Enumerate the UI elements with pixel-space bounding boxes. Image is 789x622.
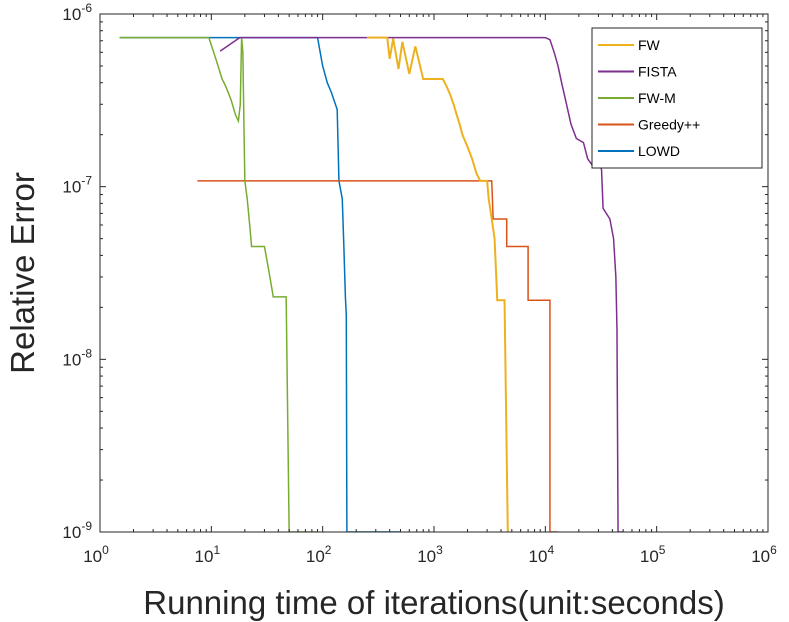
series-line-lowd bbox=[119, 36, 401, 532]
x-tick-label-exponent: 4 bbox=[547, 543, 554, 557]
x-tick-label-exponent: 3 bbox=[436, 543, 443, 557]
legend-item-lowd: LOWD bbox=[598, 143, 680, 159]
legend-label: Greedy++ bbox=[638, 117, 700, 133]
y-tick-label-base: 10 bbox=[62, 523, 81, 542]
x-tick-label-exponent: 0 bbox=[102, 543, 109, 557]
y-tick-label: 10-6 bbox=[62, 1, 92, 24]
x-tick-label: 106 bbox=[751, 543, 777, 566]
x-tick-label-base: 10 bbox=[195, 547, 214, 566]
x-tick-label: 104 bbox=[529, 543, 555, 566]
x-tick-label: 102 bbox=[306, 543, 332, 566]
y-tick-label-exponent: -9 bbox=[81, 519, 92, 533]
y-tick-label-exponent: -6 bbox=[81, 1, 92, 15]
x-tick-label-base: 10 bbox=[529, 547, 548, 566]
series-line-fw bbox=[366, 36, 509, 532]
x-tick-label-base: 10 bbox=[83, 547, 102, 566]
legend-label: FW bbox=[638, 37, 661, 53]
y-tick-label-base: 10 bbox=[62, 350, 81, 369]
y-axis-label: Relative Error bbox=[4, 172, 41, 374]
legend-item-fw: FW bbox=[598, 37, 661, 53]
x-tick-label-exponent: 2 bbox=[325, 543, 332, 557]
legend-label: FW-M bbox=[638, 90, 676, 106]
y-tick-label-base: 10 bbox=[62, 5, 81, 24]
legend-label: FISTA bbox=[638, 64, 677, 80]
ticks-layer bbox=[99, 13, 769, 533]
x-tick-label-base: 10 bbox=[751, 547, 770, 566]
legend-label: LOWD bbox=[638, 143, 680, 159]
x-tick-label-exponent: 1 bbox=[213, 543, 220, 557]
y-tick-label: 10-7 bbox=[62, 174, 92, 197]
legend-item-greedy: Greedy++ bbox=[598, 117, 700, 133]
y-tick-label-base: 10 bbox=[62, 178, 81, 197]
series-layer bbox=[119, 36, 624, 532]
y-tick-label: 10-8 bbox=[62, 346, 92, 369]
y-tick-label: 10-9 bbox=[62, 519, 92, 542]
series-line-fista bbox=[219, 36, 624, 532]
x-tick-label-base: 10 bbox=[417, 547, 436, 566]
legend-item-fw-m: FW-M bbox=[598, 90, 676, 106]
x-tick-label: 105 bbox=[640, 543, 666, 566]
x-tick-label-base: 10 bbox=[640, 547, 659, 566]
x-tick-label-exponent: 5 bbox=[659, 543, 666, 557]
series-line-greedy bbox=[197, 180, 559, 532]
x-tick-label-exponent: 6 bbox=[770, 543, 777, 557]
legend: FW FISTA FW-M Greedy++ LOWD bbox=[591, 27, 763, 169]
x-tick-label-base: 10 bbox=[306, 547, 325, 566]
y-tick-label-exponent: -7 bbox=[81, 174, 92, 188]
y-tick-label-exponent: -8 bbox=[81, 346, 92, 360]
series-line-fw-m bbox=[119, 36, 318, 532]
x-tick-label: 103 bbox=[417, 543, 443, 566]
x-tick-label: 100 bbox=[83, 543, 109, 566]
x-axis-label: Running time of iterations(unit:seconds) bbox=[143, 584, 724, 621]
x-tick-label: 101 bbox=[195, 543, 221, 566]
legend-item-fista: FISTA bbox=[598, 64, 677, 80]
